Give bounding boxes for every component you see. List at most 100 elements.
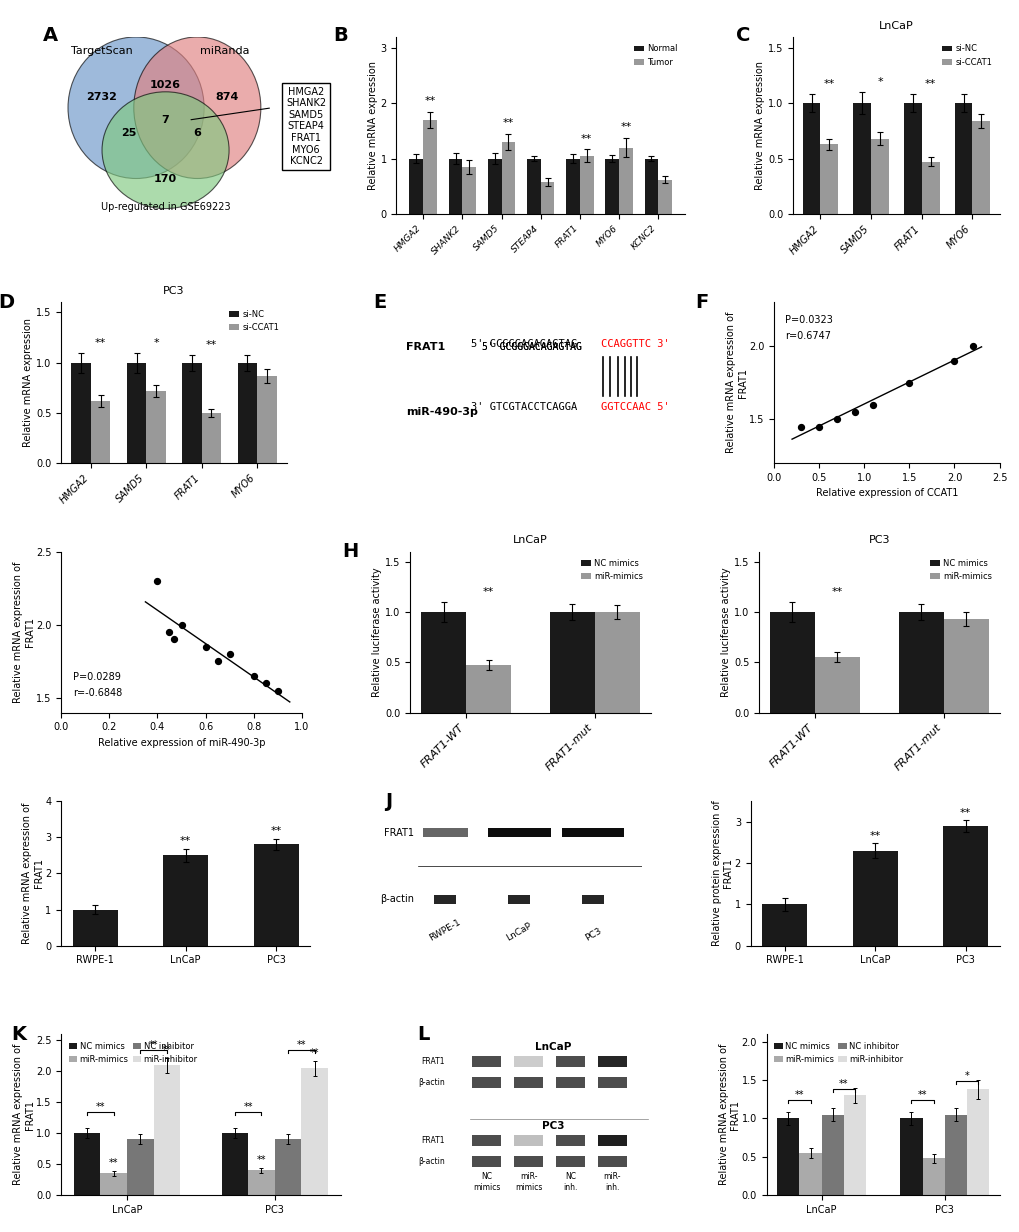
Bar [657,180,672,214]
Text: **: ** [924,79,935,89]
Legend: Normal, Tumor: Normal, Tumor [630,41,681,70]
Point [963,336,979,356]
Y-axis label: Relative mRNA expression of
FRAT1: Relative mRNA expression of FRAT1 [726,312,747,453]
Bar [421,612,466,712]
Point [173,615,190,634]
Point [246,667,262,686]
Text: F: F [694,293,707,312]
Text: **: ** [959,807,970,818]
Bar [507,896,530,904]
Point [149,572,165,591]
Text: L: L [417,1025,429,1044]
Bar [487,159,501,214]
Text: **: ** [832,588,843,598]
Bar [514,1056,543,1067]
Y-axis label: Relative mRNA expression of
FRAT1: Relative mRNA expression of FRAT1 [718,1044,740,1185]
Point [258,674,274,694]
Text: K: K [11,1025,25,1044]
Text: LnCaP: LnCaP [504,922,533,942]
Bar [248,1170,274,1195]
Text: TargetScan: TargetScan [71,46,132,55]
Text: NC
mimics: NC mimics [473,1173,500,1191]
Text: 1026: 1026 [150,80,181,90]
Bar [448,159,462,214]
Bar [540,182,554,214]
Bar [101,1173,127,1195]
Bar [472,1077,500,1088]
Bar [202,413,221,463]
Bar [597,1077,627,1088]
Bar [903,103,921,214]
Bar [555,1077,585,1088]
Bar [527,159,540,214]
Bar [843,1095,865,1195]
Legend: NC mimics, miR-mimics: NC mimics, miR-mimics [925,556,995,585]
Bar [580,155,593,214]
Text: *: * [964,1071,968,1080]
Text: **: ** [257,1156,266,1165]
Point [810,416,826,436]
Text: 7: 7 [162,115,169,126]
Text: β-actin: β-actin [418,1157,444,1165]
Text: CCAGGTTC 3': CCAGGTTC 3' [600,339,668,349]
Y-axis label: Relative luciferase activity: Relative luciferase activity [372,567,382,697]
Bar [898,612,943,712]
Bar [619,148,632,214]
Legend: NC mimics, miR-mimics, NC inhibitor, miR-inhibitor: NC mimics, miR-mimics, NC inhibitor, miR… [65,1039,201,1067]
Bar [853,103,870,214]
Bar [501,142,515,214]
Bar [852,850,897,946]
Bar [127,1140,154,1195]
Bar [555,1135,585,1146]
Bar [597,1056,627,1067]
Bar [73,1133,101,1195]
Text: NC
inh.: NC inh. [562,1173,577,1191]
Bar [769,612,814,712]
Text: 3' GTCGTACCTCAGGA: 3' GTCGTACCTCAGGA [471,402,577,411]
Text: **: ** [96,1103,105,1112]
Text: FRAT1: FRAT1 [421,1136,444,1145]
Text: miR-490-3p: miR-490-3p [406,407,477,416]
Text: **: ** [297,1040,306,1050]
Title: PC3: PC3 [163,286,184,296]
Text: **: ** [839,1078,848,1089]
Text: **: ** [868,832,879,841]
Bar [921,161,938,214]
Text: **: ** [794,1090,803,1100]
Bar [409,159,423,214]
Text: **: ** [162,1045,171,1056]
Text: miRanda: miRanda [200,46,249,55]
Title: LnCaP: LnCaP [513,536,547,546]
Legend: NC mimics, miR-mimics: NC mimics, miR-mimics [577,556,646,585]
Bar [549,612,594,712]
Bar [644,159,657,214]
Point [166,630,182,649]
Bar [761,904,806,946]
Point [209,652,225,671]
Text: PC3: PC3 [542,1121,565,1131]
Bar [944,1115,966,1195]
Point [161,622,177,642]
Ellipse shape [133,37,261,179]
Legend: si-NC, si-CCAT1: si-NC, si-CCAT1 [937,41,995,70]
Text: C: C [735,26,749,46]
Point [828,409,845,429]
Bar [594,612,639,712]
Text: **: ** [310,1048,319,1058]
Y-axis label: Relative mRNA expression: Relative mRNA expression [367,60,377,190]
Bar [582,896,603,904]
Bar [472,1056,500,1067]
Ellipse shape [68,37,204,179]
Text: r=0.6747: r=0.6747 [785,331,830,341]
Point [864,394,880,414]
Bar [814,657,859,712]
Text: A: A [43,26,58,46]
Text: E: E [373,293,386,312]
Bar [514,1135,543,1146]
Text: 25: 25 [121,127,137,138]
Bar [182,362,202,463]
Legend: si-NC, si-CCAT1: si-NC, si-CCAT1 [225,307,282,335]
Text: **: ** [149,1040,158,1050]
Bar [821,1115,843,1195]
Y-axis label: Relative mRNA expression of
FRAT1: Relative mRNA expression of FRAT1 [13,1044,35,1185]
